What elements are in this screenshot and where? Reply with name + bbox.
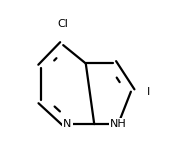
- Text: Cl: Cl: [58, 19, 69, 29]
- Text: I: I: [146, 87, 150, 97]
- Text: NH: NH: [110, 119, 127, 129]
- Text: N: N: [63, 119, 72, 129]
